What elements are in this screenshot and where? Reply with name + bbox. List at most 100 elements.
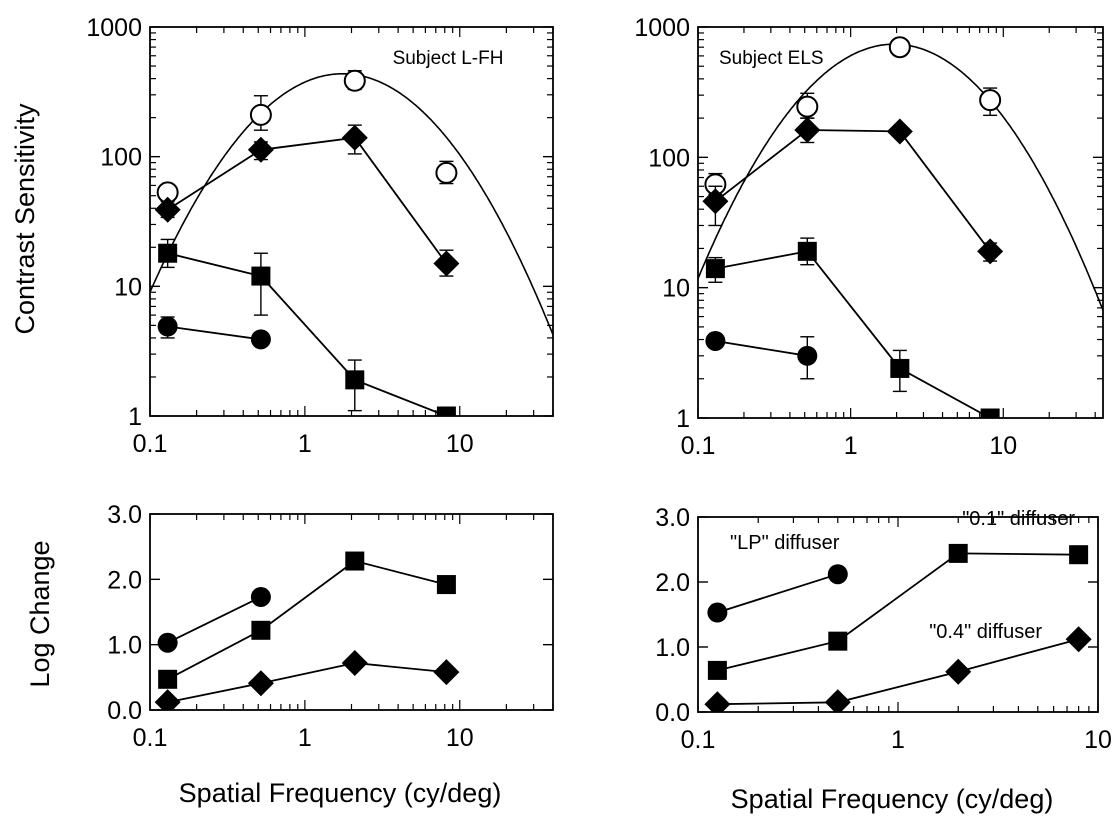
subject-label: Subject ELS xyxy=(719,48,824,69)
data-point-diamond xyxy=(154,196,181,223)
series-diamond xyxy=(154,124,460,277)
bottom-y-axis-label: Log Change xyxy=(25,540,55,687)
x-tick-label: 1 xyxy=(298,430,312,458)
y-tick-label: 100 xyxy=(648,144,690,172)
y-tick-label: 3.0 xyxy=(655,504,690,532)
data-point-square xyxy=(436,406,456,416)
panel-log-change-lfh: 0.1 1 10 0.0 1.0 2.0 3.0 xyxy=(107,501,554,752)
data-point-diamond xyxy=(794,117,821,144)
x-tick-label: 0.1 xyxy=(681,726,716,754)
data-point-circle xyxy=(705,330,726,351)
data-point-circle xyxy=(707,602,728,623)
series-circle xyxy=(707,564,848,623)
series-circle xyxy=(157,586,271,653)
y-tick-label: 1.0 xyxy=(655,634,690,662)
x-tick-label: 1 xyxy=(298,724,312,752)
data-point-diamond xyxy=(977,238,1004,265)
top-y-axis-label: Contrast Sensitivity xyxy=(10,103,40,335)
fit-curve xyxy=(698,43,1103,311)
series-square xyxy=(158,551,456,689)
series-line xyxy=(167,325,262,341)
data-point-open-circle xyxy=(435,161,458,184)
data-point-open-circle xyxy=(796,95,819,118)
x-tick-label: 0.1 xyxy=(133,430,168,458)
series-line xyxy=(715,340,808,357)
data-point-open-circle xyxy=(979,89,1002,112)
y-tick-label: 0.0 xyxy=(107,697,142,725)
x-tick-label: 10 xyxy=(1084,726,1112,754)
data-point-square xyxy=(251,266,271,286)
series-line xyxy=(167,662,447,704)
plot-frame xyxy=(149,513,554,711)
data-point-diamond xyxy=(433,659,460,686)
series-line xyxy=(717,573,839,614)
data-point-diamond xyxy=(247,136,274,163)
subject-label: Subject L-FH xyxy=(393,48,504,69)
y-tick-label: 1 xyxy=(676,405,690,433)
series-line xyxy=(167,596,262,644)
y-tick-label: 0.0 xyxy=(655,699,690,727)
series-line xyxy=(167,136,448,265)
data-point-square xyxy=(345,551,365,571)
data-point-square xyxy=(890,358,910,378)
data-point-square xyxy=(158,243,178,263)
x-tick-label: 0.1 xyxy=(681,432,716,460)
plot-frame xyxy=(697,26,1104,419)
x-tick-label: 10 xyxy=(446,724,474,752)
series-line xyxy=(714,129,991,252)
x-axis-label-right: Spatial Frequency (cy/deg) xyxy=(731,784,1054,814)
data-point-circle xyxy=(250,329,271,350)
data-point-circle xyxy=(157,316,178,337)
x-tick-label: 10 xyxy=(989,432,1017,460)
data-point-square xyxy=(705,259,725,279)
data-point-square xyxy=(345,370,365,390)
data-point-diamond xyxy=(945,658,972,685)
data-point-diamond xyxy=(1065,626,1092,653)
series-diamond xyxy=(154,649,460,710)
y-tick-label: 10 xyxy=(114,273,142,301)
x-tick-label: 0.1 xyxy=(133,724,168,752)
x-tick-label: 1 xyxy=(844,432,858,460)
series-line xyxy=(717,552,1079,672)
data-point-square xyxy=(436,575,456,595)
data-point-square xyxy=(1069,545,1089,565)
data-point-square xyxy=(251,620,271,640)
data-point-open-circle xyxy=(343,69,366,92)
data-point-square xyxy=(797,241,817,261)
series-line xyxy=(715,250,991,418)
series-square xyxy=(707,543,1089,680)
data-layer xyxy=(704,543,1092,712)
data-point-circle xyxy=(250,586,271,607)
y-tick-label: 1000 xyxy=(86,14,142,42)
data-point-square xyxy=(707,660,727,680)
fit-curve xyxy=(150,73,553,336)
series-label: "LP" diffuser xyxy=(730,532,840,554)
data-point-open-circle xyxy=(888,36,911,59)
x-axis-label-left: Spatial Frequency (cy/deg) xyxy=(179,778,502,808)
series-label: "0.1" diffuser xyxy=(962,508,1075,530)
y-tick-label: 10 xyxy=(662,275,690,303)
y-tick-label: 1 xyxy=(128,403,142,431)
series-diamond xyxy=(702,117,1004,265)
data-point-diamond xyxy=(433,250,460,277)
data-point-circle xyxy=(827,564,848,585)
data-point-square xyxy=(948,543,968,563)
y-tick-label: 3.0 xyxy=(107,501,142,529)
data-point-open-circle xyxy=(249,103,272,126)
data-point-circle xyxy=(797,345,818,366)
data-layer xyxy=(150,69,553,416)
panel-log-change-els: 0.1 1 10 0.0 1.0 2.0 3.0 "LP" diffuser "0.1" dif… xyxy=(655,504,1112,754)
series-square xyxy=(705,237,1000,418)
x-tick-label: 10 xyxy=(446,430,474,458)
y-tick-label: 1.0 xyxy=(107,632,142,660)
series-line xyxy=(717,638,1079,706)
data-point-diamond xyxy=(341,649,368,676)
series-line xyxy=(167,560,447,681)
data-point-diamond xyxy=(247,670,274,697)
y-tick-label: 1000 xyxy=(634,14,690,42)
data-point-diamond xyxy=(886,118,913,145)
data-layer xyxy=(698,36,1103,418)
